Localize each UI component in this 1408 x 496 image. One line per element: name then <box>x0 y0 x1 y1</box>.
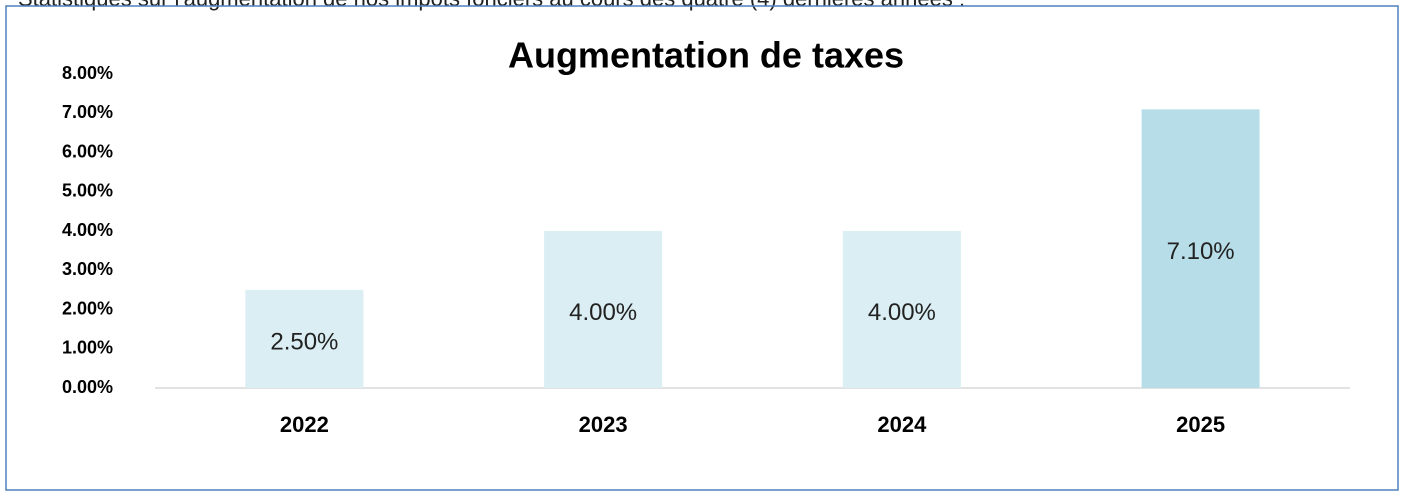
data-label: 4.00% <box>868 299 936 326</box>
data-label: 2.50% <box>270 328 338 355</box>
bar <box>544 231 663 388</box>
chart-frame <box>5 5 1399 491</box>
x-tick-label: 2025 <box>1176 412 1225 437</box>
chart-title: Augmentation de taxes <box>508 35 904 76</box>
y-tick-label: 1.00% <box>62 338 113 358</box>
y-tick-label: 6.00% <box>62 141 113 161</box>
data-label: 4.00% <box>569 299 637 326</box>
y-tick-label: 7.00% <box>62 102 113 122</box>
x-tick-label: 2023 <box>579 412 628 437</box>
y-tick-label: 8.00% <box>62 63 113 83</box>
y-tick-label: 4.00% <box>62 220 113 240</box>
x-tick-label: 2024 <box>877 412 927 437</box>
bar <box>1141 109 1260 388</box>
x-tick-label: 2022 <box>280 412 329 437</box>
bar <box>245 289 364 388</box>
y-tick-label: 5.00% <box>62 181 113 201</box>
bar <box>842 231 961 388</box>
data-label: 7.10% <box>1167 238 1235 265</box>
y-tick-label: 3.00% <box>62 259 113 279</box>
y-tick-label: 0.00% <box>62 377 113 397</box>
y-tick-label: 2.00% <box>62 298 113 318</box>
